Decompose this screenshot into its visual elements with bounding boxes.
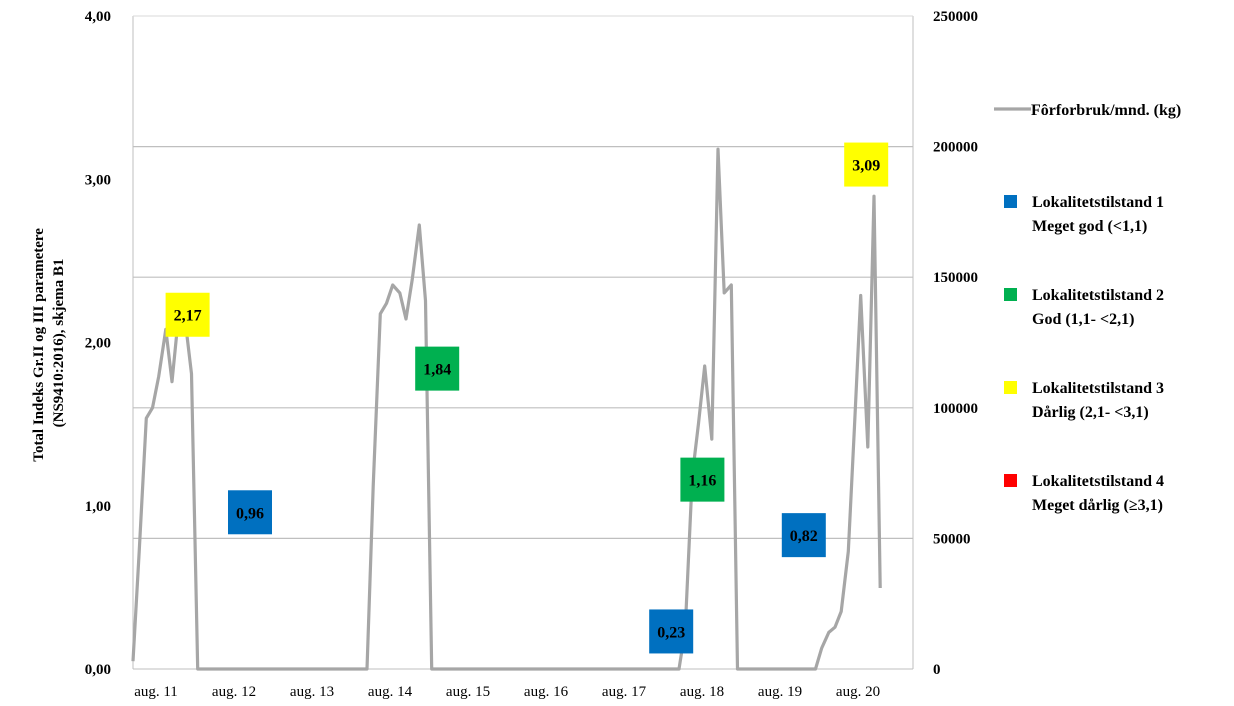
legend-swatch-class-1	[1004, 195, 1017, 208]
left-tick-label: 2,00	[85, 336, 111, 352]
data-label-box	[415, 346, 460, 391]
x-tick-label: aug. 15	[446, 684, 490, 700]
feed-series-line	[131, 147, 882, 671]
legend-swatch-class-3	[1004, 381, 1017, 394]
left-tick-label: 0,00	[85, 662, 111, 678]
x-tick-label: aug. 17	[602, 684, 647, 700]
right-tick-label: 50000	[933, 531, 971, 547]
data-label: 2,17	[174, 308, 202, 325]
left-axis-title-line2: (NS9410:2016), skjema B1	[51, 259, 67, 428]
right-tick-label: 250000	[933, 9, 978, 25]
left-axis-title: Total Indeks Gr.II og III parametere (NS…	[31, 224, 67, 461]
data-label-box	[165, 292, 210, 337]
data-labels: 2,17 0,96 1,84 0,23 1,16 0,82 3,09	[165, 142, 889, 654]
left-tick-label: 3,00	[85, 172, 111, 188]
data-label: 1,16	[688, 473, 716, 490]
legend-label-line1: Lokalitetstilstand 1	[1032, 194, 1164, 211]
right-tick-label: 200000	[933, 140, 978, 156]
data-label: 3,09	[852, 158, 880, 175]
x-tick-label: aug. 11	[134, 684, 178, 700]
left-tick-label: 4,00	[85, 9, 111, 25]
legend-swatch-class-4	[1004, 474, 1017, 487]
x-tick-label: aug. 19	[758, 684, 802, 700]
legend-label-line1: Lokalitetstilstand 4	[1032, 473, 1164, 490]
gridlines	[133, 146, 913, 540]
data-label-box	[680, 457, 725, 502]
left-axis-title-line1: Total Indeks Gr.II og III parametere	[31, 228, 47, 462]
legend-label-line1: Lokalitetstilstand 2	[1032, 287, 1164, 304]
data-label: 0,96	[236, 505, 264, 522]
data-label-box	[228, 490, 272, 535]
series-layer	[131, 147, 882, 671]
x-tick-label: aug. 14	[368, 684, 413, 700]
data-label-box	[649, 609, 694, 654]
x-tick-label: aug. 16	[524, 684, 569, 700]
right-tick-label: 0	[933, 662, 941, 678]
legend-line-label: Fôrforbruk/mnd. (kg)	[1031, 102, 1181, 119]
x-tick-label: aug. 20	[836, 684, 880, 700]
legend-label-line2: Meget dårlig (≥3,1)	[1032, 497, 1163, 514]
right-tick-label: 100000	[933, 401, 978, 417]
right-tick-label: 150000	[933, 270, 978, 286]
x-tick-label: aug. 13	[290, 684, 334, 700]
x-tick-label: aug. 18	[680, 684, 724, 700]
data-label: 1,84	[423, 362, 451, 379]
x-tick-label: aug. 12	[212, 684, 256, 700]
legend-label-line2: God (1,1- <2,1)	[1032, 311, 1134, 328]
legend-label-line2: Meget god (<1,1)	[1032, 218, 1147, 235]
legend-swatch-class-2	[1004, 288, 1017, 301]
left-tick-label: 1,00	[85, 499, 111, 515]
data-label-box	[844, 142, 889, 187]
legend: Fôrforbruk/mnd. (kg) Lokalitetstilstand 1…	[994, 102, 1181, 514]
legend-label-line1: Lokalitetstilstand 3	[1032, 380, 1164, 397]
data-label: 0,82	[790, 528, 818, 545]
axes: 0,00 1,00 2,00 3,00 4,00 0 50000 100000 150000 20…	[85, 9, 978, 700]
legend-label-line2: Dårlig (2,1- <3,1)	[1032, 404, 1149, 421]
data-label: 0,23	[657, 624, 685, 641]
data-label-box	[781, 513, 826, 558]
